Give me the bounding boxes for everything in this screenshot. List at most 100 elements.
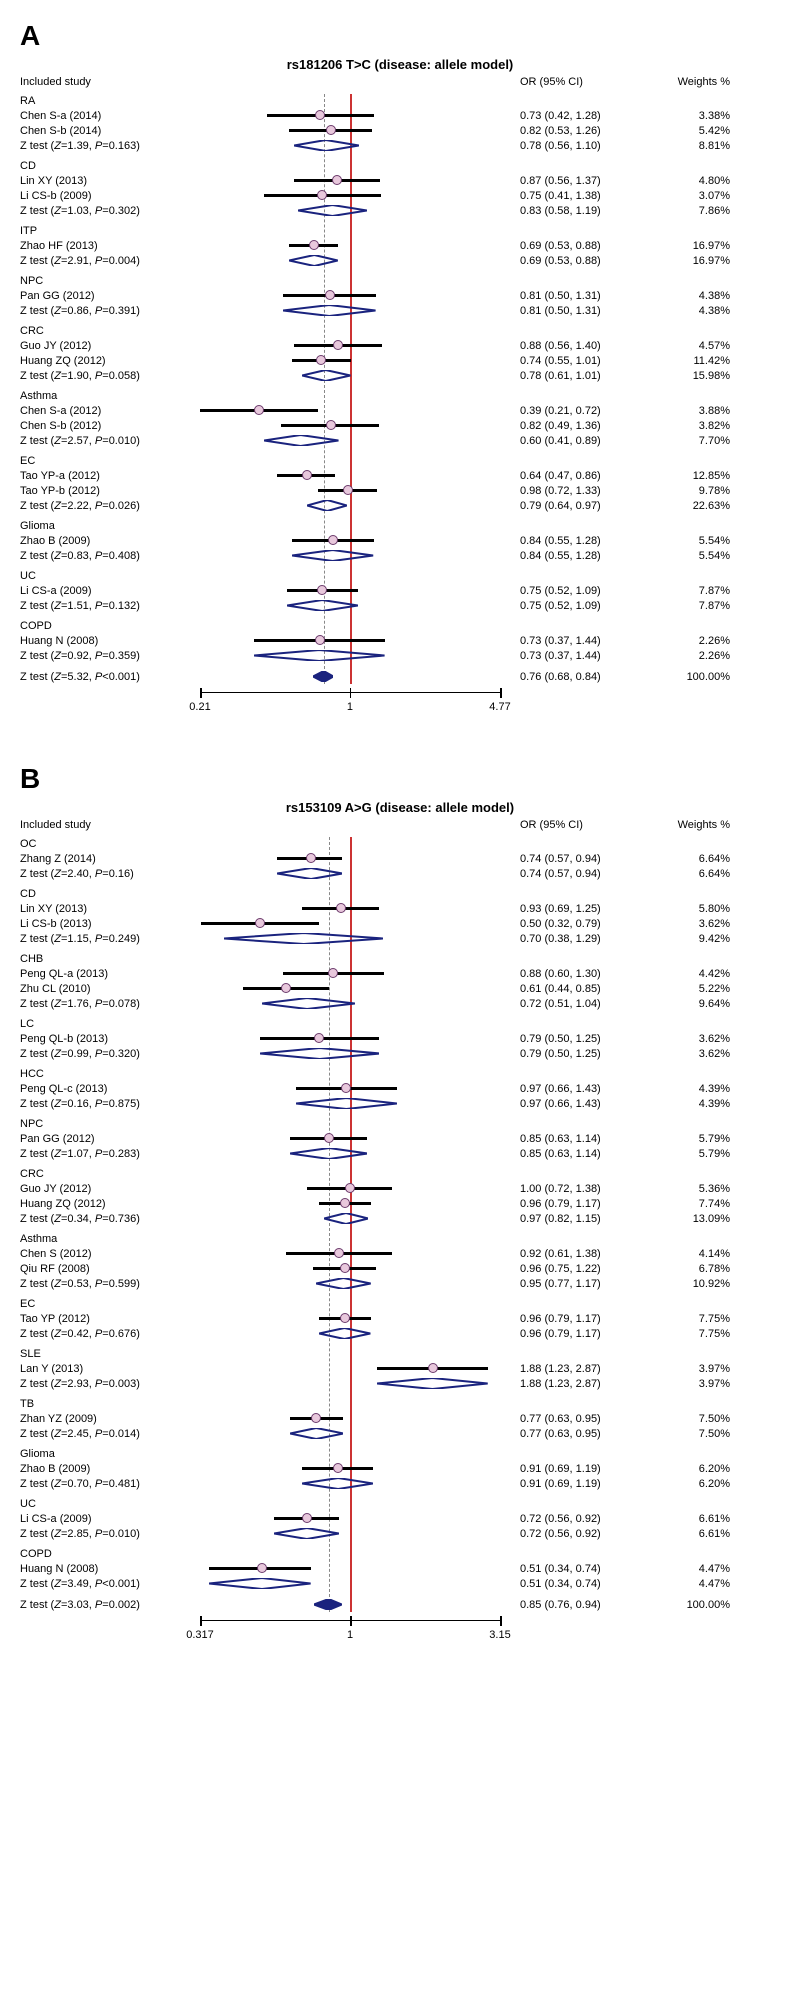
- tick-label: 4.77: [489, 701, 510, 713]
- diamond-summary: [377, 1378, 488, 1389]
- study-name: Zhan YZ (2009): [20, 1413, 200, 1425]
- diamond-summary: [313, 671, 333, 682]
- weight-value: 5.36%: [650, 1183, 730, 1195]
- study-row: Qiu RF (2008)0.96 (0.75, 1.22)6.78%: [20, 1261, 780, 1276]
- ztest-text: Z test (Z=0.16, P=0.875): [20, 1098, 200, 1110]
- ztest-row: Z test (Z=0.99, P=0.320)0.79 (0.50, 1.25…: [20, 1046, 780, 1061]
- or-value: 0.39 (0.21, 0.72): [500, 405, 650, 417]
- ztest-text: Z test (Z=2.45, P=0.014): [20, 1428, 200, 1440]
- or-value: 0.75 (0.52, 1.09): [500, 585, 650, 597]
- ztest-row: Z test (Z=0.70, P=0.481)0.91 (0.69, 1.19…: [20, 1476, 780, 1491]
- or-value: 0.73 (0.42, 1.28): [500, 110, 650, 122]
- ztest-row: Z test (Z=2.93, P=0.003)1.88 (1.23, 2.87…: [20, 1376, 780, 1391]
- study-row: Chen S-a (2014)0.73 (0.42, 1.28)3.38%: [20, 108, 780, 123]
- group-label: OC: [20, 838, 200, 850]
- or-value: 0.69 (0.53, 0.88): [500, 240, 650, 252]
- study-name: Lin XY (2013): [20, 903, 200, 915]
- or-value: 0.74 (0.57, 0.94): [500, 853, 650, 865]
- weight-value: 2.26%: [650, 650, 730, 662]
- ztest-text: Z test (Z=1.90, P=0.058): [20, 370, 200, 382]
- weight-value: 7.50%: [650, 1413, 730, 1425]
- overall-row: Z test (Z=3.03, P=0.002)0.85 (0.76, 0.94…: [20, 1597, 780, 1612]
- or-value: 0.74 (0.55, 1.01): [500, 355, 650, 367]
- forest-body: OCZhang Z (2014)0.74 (0.57, 0.94)6.64%Z …: [20, 837, 780, 1612]
- diamond-summary: [277, 868, 342, 879]
- plot-title: rs153109 A>G (disease: allele model): [20, 800, 780, 815]
- weight-value: 100.00%: [650, 1599, 730, 1611]
- study-row: Guo JY (2012)0.88 (0.56, 1.40)4.57%: [20, 338, 780, 353]
- or-value: 0.78 (0.61, 1.01): [500, 370, 650, 382]
- or-value: 0.97 (0.66, 1.43): [500, 1083, 650, 1095]
- weight-value: 9.42%: [650, 933, 730, 945]
- or-value: 0.75 (0.41, 1.38): [500, 190, 650, 202]
- diamond-summary: [307, 500, 347, 511]
- ztest-row: Z test (Z=1.15, P=0.249)0.70 (0.38, 1.29…: [20, 931, 780, 946]
- weight-value: 5.54%: [650, 535, 730, 547]
- diamond-summary: [302, 370, 350, 381]
- point-estimate: [340, 1313, 350, 1323]
- ztest-text: Z test (Z=1.07, P=0.283): [20, 1148, 200, 1160]
- ztest-text: Z test (Z=1.51, P=0.132): [20, 600, 200, 612]
- weight-value: 4.38%: [650, 305, 730, 317]
- or-value: 0.82 (0.49, 1.36): [500, 420, 650, 432]
- or-value: 0.96 (0.79, 1.17): [500, 1198, 650, 1210]
- weight-value: 10.92%: [650, 1278, 730, 1290]
- ztest-text: Z test (Z=0.99, P=0.320): [20, 1048, 200, 1060]
- study-name: Guo JY (2012): [20, 1183, 200, 1195]
- study-name: Tao YP-b (2012): [20, 485, 200, 497]
- study-row: Huang ZQ (2012)0.74 (0.55, 1.01)11.42%: [20, 353, 780, 368]
- ztest-row: Z test (Z=2.45, P=0.014) 0.77 (0.63, 0.95…: [20, 1426, 780, 1441]
- study-row: Peng QL-c (2013)0.97 (0.66, 1.43)4.39%: [20, 1081, 780, 1096]
- ztest-text: Z test (Z=0.42, P=0.676): [20, 1328, 200, 1340]
- diamond-summary: [298, 205, 367, 216]
- ztest-row: Z test (Z=1.90, P=0.058) 0.78 (0.61, 1.01…: [20, 368, 780, 383]
- weight-value: 6.20%: [650, 1463, 730, 1475]
- or-value: 0.84 (0.55, 1.28): [500, 550, 650, 562]
- group-label: CD: [20, 888, 200, 900]
- group-label: Glioma: [20, 520, 200, 532]
- or-value: 0.72 (0.56, 0.92): [500, 1528, 650, 1540]
- or-value: 0.93 (0.69, 1.25): [500, 903, 650, 915]
- or-value: 0.88 (0.60, 1.30): [500, 968, 650, 980]
- study-row: Tao YP-b (2012)0.98 (0.72, 1.33)9.78%: [20, 483, 780, 498]
- study-name: Peng QL-a (2013): [20, 968, 200, 980]
- panel-letter: B: [20, 763, 780, 795]
- study-name: Zhao B (2009): [20, 535, 200, 547]
- weight-value: 7.87%: [650, 600, 730, 612]
- or-value: 0.92 (0.61, 1.38): [500, 1248, 650, 1260]
- ztest-row: Z test (Z=2.85, P=0.010)0.72 (0.56, 0.92…: [20, 1526, 780, 1541]
- ztest-row: Z test (Z=2.22, P=0.026)0.79 (0.64, 0.97…: [20, 498, 780, 513]
- study-row: Zhao B (2009)0.91 (0.69, 1.19)6.20%: [20, 1461, 780, 1476]
- weight-value: 3.97%: [650, 1378, 730, 1390]
- weight-value: 4.39%: [650, 1098, 730, 1110]
- weight-value: 4.57%: [650, 340, 730, 352]
- group-label: UC: [20, 1498, 200, 1510]
- or-value: 0.96 (0.75, 1.22): [500, 1263, 650, 1275]
- diamond-summary: [254, 650, 385, 661]
- or-value: 0.84 (0.55, 1.28): [500, 535, 650, 547]
- or-value: 0.77 (0.63, 0.95): [500, 1428, 650, 1440]
- point-estimate: [324, 1133, 334, 1143]
- ztest-text: Z test (Z=2.40, P=0.16): [20, 868, 200, 880]
- study-name: Li CS-b (2013): [20, 918, 200, 930]
- point-estimate: [314, 1033, 324, 1043]
- diamond-summary: [264, 435, 338, 446]
- forest-body: RAChen S-a (2014)0.73 (0.42, 1.28)3.38%C…: [20, 94, 780, 684]
- weight-value: 7.74%: [650, 1198, 730, 1210]
- weight-value: 6.61%: [650, 1528, 730, 1540]
- study-row: Lin XY (2013)0.87 (0.56, 1.37)4.80%: [20, 173, 780, 188]
- group-label: NPC: [20, 275, 200, 287]
- study-row: Zhan YZ (2009)0.77 (0.63, 0.95)7.50%: [20, 1411, 780, 1426]
- ztest-row: Z test (Z=0.53, P=0.599)0.95 (0.77, 1.17…: [20, 1276, 780, 1291]
- ztest-row: Z test (Z=2.91, P=0.004)0.69 (0.53, 0.88…: [20, 253, 780, 268]
- ztest-row: Z test (Z=3.49, P<0.001)0.51 (0.34, 0.74…: [20, 1576, 780, 1591]
- point-estimate: [343, 485, 353, 495]
- study-name: Guo JY (2012): [20, 340, 200, 352]
- point-estimate: [302, 1513, 312, 1523]
- weight-value: 4.39%: [650, 1083, 730, 1095]
- study-row: Pan GG (2012)0.85 (0.63, 1.14)5.79%: [20, 1131, 780, 1146]
- or-value: 0.72 (0.51, 1.04): [500, 998, 650, 1010]
- study-row: Li CS-b (2009)0.75 (0.41, 1.38)3.07%: [20, 188, 780, 203]
- study-name: Huang ZQ (2012): [20, 355, 200, 367]
- point-estimate: [428, 1363, 438, 1373]
